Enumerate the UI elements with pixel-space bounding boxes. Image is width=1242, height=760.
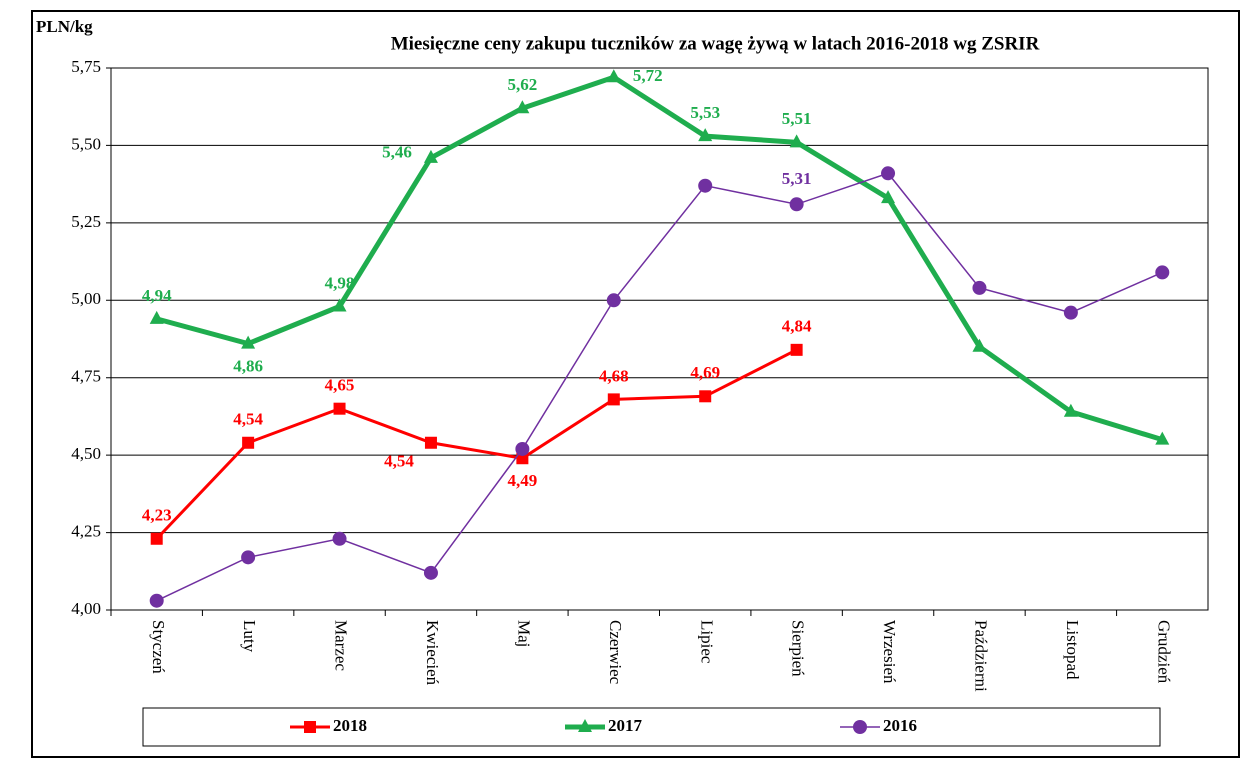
marker xyxy=(333,402,346,415)
marker xyxy=(332,298,347,312)
data-label: 5,53 xyxy=(690,103,720,122)
y-tick-label: 4,50 xyxy=(71,444,101,463)
marker xyxy=(332,531,347,546)
legend-label: 2017 xyxy=(608,716,643,735)
data-label: 4,49 xyxy=(508,471,538,490)
series-line xyxy=(156,172,1163,602)
x-tick-label: Maj xyxy=(514,620,533,647)
x-tick-label: Wrzesień xyxy=(880,620,899,684)
y-tick-label: 4,25 xyxy=(71,521,101,540)
marker xyxy=(1063,403,1078,417)
x-tick-label: Grudzień xyxy=(1154,620,1173,684)
y-axis-label: PLN/kg xyxy=(36,17,93,36)
data-label: 5,62 xyxy=(508,75,538,94)
marker xyxy=(578,719,592,732)
x-tick-label: Luty xyxy=(240,620,259,653)
data-label: 4,84 xyxy=(782,317,812,336)
x-tick-label: Marzec xyxy=(332,620,351,671)
marker xyxy=(149,593,164,608)
y-tick-label: 4,75 xyxy=(71,367,101,386)
plot-area xyxy=(110,67,1209,611)
marker xyxy=(881,166,896,181)
frame xyxy=(31,10,1240,758)
marker xyxy=(699,390,712,403)
data-label: 4,54 xyxy=(233,410,263,429)
data-label: 4,98 xyxy=(325,273,355,292)
data-label: 5,31 xyxy=(782,169,812,188)
y-tick-label: 5,50 xyxy=(71,134,101,153)
data-label: 4,94 xyxy=(142,286,172,305)
marker xyxy=(242,436,255,449)
marker xyxy=(789,197,804,212)
marker xyxy=(423,149,438,163)
data-label: 5,72 xyxy=(633,66,663,85)
y-tick-label: 4,00 xyxy=(71,599,101,618)
marker xyxy=(972,280,987,295)
marker xyxy=(515,441,530,456)
y-tick-label: 5,75 xyxy=(71,57,101,76)
marker xyxy=(241,550,256,565)
data-label: 4,65 xyxy=(325,376,355,395)
marker xyxy=(698,128,713,142)
data-label: 4,69 xyxy=(690,363,720,382)
marker xyxy=(241,335,256,349)
marker xyxy=(149,310,164,324)
marker xyxy=(881,190,896,204)
chart-title: Miesięczne ceny zakupu tuczników za wagę… xyxy=(391,33,1040,54)
series-line xyxy=(156,74,1164,443)
data-label: 4,23 xyxy=(142,506,172,525)
marker xyxy=(150,532,163,545)
marker xyxy=(853,720,867,734)
marker xyxy=(789,134,804,148)
data-label: 4,86 xyxy=(233,357,263,376)
marker xyxy=(698,178,713,193)
data-label: 4,68 xyxy=(599,366,629,385)
marker xyxy=(304,721,316,733)
marker xyxy=(606,69,621,83)
marker xyxy=(790,343,803,356)
marker xyxy=(606,293,621,308)
legend-label: 2016 xyxy=(883,716,917,735)
x-tick-label: Kwiecień xyxy=(423,620,442,686)
marker xyxy=(1155,265,1170,280)
marker xyxy=(607,393,620,406)
x-tick-label: Sierpień xyxy=(789,620,808,677)
series-line xyxy=(155,348,798,540)
marker xyxy=(1155,431,1170,445)
legend-box xyxy=(142,707,1161,747)
x-tick-label: Styczeń xyxy=(149,620,168,674)
marker xyxy=(515,100,530,114)
marker xyxy=(424,436,437,449)
x-tick-label: Listopad xyxy=(1063,620,1082,680)
marker xyxy=(972,338,987,352)
x-tick-label: Październi xyxy=(972,620,991,692)
data-label: 4,54 xyxy=(384,452,414,471)
data-label: 5,46 xyxy=(382,143,412,162)
y-tick-label: 5,00 xyxy=(71,289,101,308)
y-tick-label: 5,25 xyxy=(71,212,101,231)
data-label: 5,51 xyxy=(782,109,812,128)
x-tick-label: Lipiec xyxy=(697,620,716,664)
legend-label: 2018 xyxy=(333,716,367,735)
marker xyxy=(1063,305,1078,320)
marker xyxy=(423,565,438,580)
x-tick-label: Czerwiec xyxy=(606,620,625,685)
